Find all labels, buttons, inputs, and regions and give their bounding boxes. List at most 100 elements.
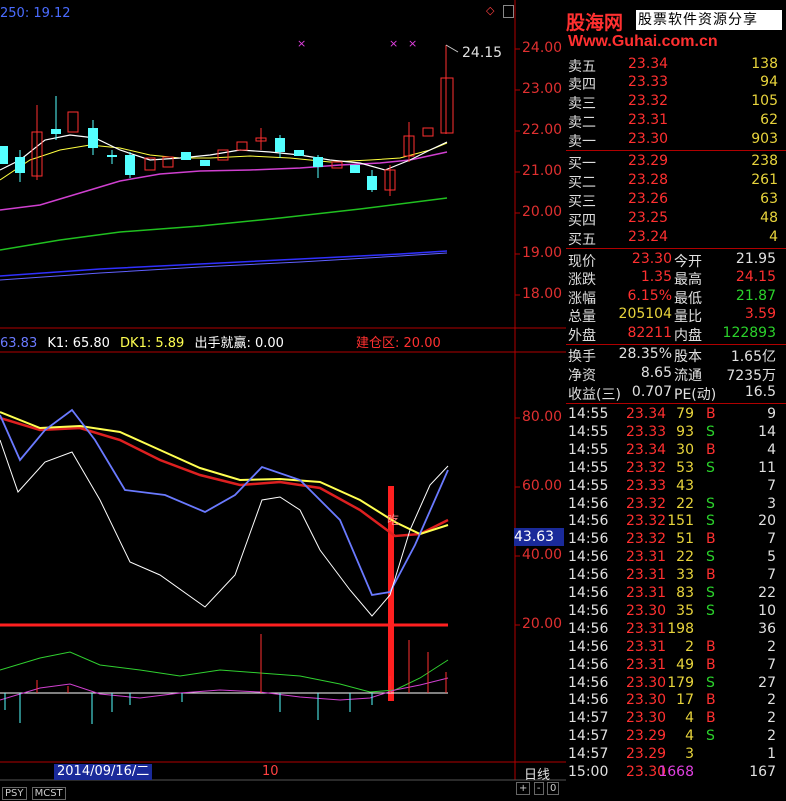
zoom-in-button[interactable]: +: [516, 782, 531, 795]
trade-row[interactable]: 14:56 23.31 49 B 7: [566, 657, 786, 675]
build-zone-label: 建仓区:: [356, 336, 400, 351]
trade-time: 14:55: [568, 406, 609, 422]
current-value-badge: 43.63: [514, 528, 564, 546]
trade-row[interactable]: 14:55 23.33 93 S 14: [566, 424, 786, 442]
trade-side: B: [706, 567, 716, 584]
trade-time: 14:57: [568, 728, 609, 745]
trade-side: S: [706, 513, 715, 530]
trade-row[interactable]: 14:55 23.34 79 B 9: [566, 406, 786, 424]
quote-label: 涨幅: [568, 291, 596, 307]
zoom-out-button[interactable]: -: [533, 782, 544, 795]
sell-label: 卖五: [568, 59, 596, 75]
trade-row[interactable]: 14:56 23.32 22 S 3: [566, 496, 786, 514]
trade-volume: 30: [676, 441, 694, 458]
trade-volume: 79: [676, 406, 694, 422]
trade-row[interactable]: 14:56 23.31 2 B 2: [566, 639, 786, 657]
trade-side: B: [706, 531, 716, 548]
trade-price: 23.32: [626, 531, 667, 548]
sell-price: 23.34: [628, 56, 669, 72]
mark-3: ×: [408, 37, 418, 50]
trade-row[interactable]: 14:56 23.32 51 B 7: [566, 531, 786, 549]
trade-row[interactable]: 14:56 23.31 198 36: [566, 621, 786, 639]
high-pointer: [445, 44, 459, 53]
brand-url[interactable]: Www.Guhai.com.cn: [568, 33, 718, 50]
trade-row[interactable]: 14:56 23.31 22 S 5: [566, 549, 786, 567]
stats-label: 收益(三): [568, 387, 621, 403]
trade-side: S: [706, 495, 715, 512]
trade-price: 23.29: [626, 746, 667, 763]
buy-row[interactable]: 买二 23.28 261: [566, 172, 786, 191]
trade-side: S: [706, 674, 715, 691]
k1-value: 65.80: [72, 336, 110, 351]
stats-divider: [566, 344, 786, 345]
date-cursor-label: 2014/09/16/二: [54, 764, 153, 780]
reset-button[interactable]: 0: [547, 782, 560, 795]
quote-value: 24.15: [735, 269, 776, 285]
buy-vol: 48: [760, 210, 778, 226]
quote-value: 122893: [722, 325, 776, 341]
sell-label: 卖一: [568, 134, 596, 150]
trade-row[interactable]: 14:55 23.32 53 S 11: [566, 460, 786, 478]
quote-value: 3.59: [744, 306, 776, 322]
trade-row[interactable]: 14:57 23.29 3 1: [566, 746, 786, 764]
trade-row[interactable]: 14:56 23.30 179 S 27: [566, 675, 786, 693]
trade-count: 7: [767, 531, 776, 548]
sell-row[interactable]: 卖一 23.30 903: [566, 131, 786, 150]
quote-label: 外盘: [568, 328, 596, 344]
trade-row[interactable]: 14:56 23.31 83 S 22: [566, 585, 786, 603]
scroll-box-icon[interactable]: [503, 5, 514, 18]
trade-row[interactable]: 15:00 23.30 1668 167: [566, 764, 786, 782]
indicator-red-line: [0, 416, 449, 538]
trade-time: 14:57: [568, 746, 609, 763]
trade-row[interactable]: 14:57 23.29 4 S 2: [566, 728, 786, 746]
trade-row[interactable]: 14:56 23.32 151 S 20: [566, 513, 786, 531]
diamond-icon[interactable]: ◇: [486, 4, 495, 17]
signal-bar: [388, 486, 394, 701]
trade-row[interactable]: 14:56 23.30 35 S 10: [566, 603, 786, 621]
sell-row[interactable]: 卖二 23.31 62: [566, 112, 786, 131]
tab-psy[interactable]: PSY: [2, 787, 27, 800]
zoom-controls: + - 0: [516, 781, 560, 795]
tab-mcst[interactable]: MCST: [31, 787, 66, 800]
trade-count: 7: [767, 477, 776, 494]
trade-row[interactable]: 14:56 23.31 33 B 7: [566, 567, 786, 585]
trade-volume: 198: [667, 620, 694, 637]
trade-volume: 51: [676, 531, 694, 548]
sell-vol: 138: [751, 56, 778, 72]
trade-volume: 4: [685, 728, 694, 745]
sell-row[interactable]: 卖四 23.33 94: [566, 74, 786, 93]
sub-bars-red: [36, 634, 447, 693]
sell-row[interactable]: 卖三 23.32 105: [566, 93, 786, 112]
stats-value: 8.65: [640, 365, 672, 381]
period-label[interactable]: 日线: [524, 768, 551, 783]
trade-row[interactable]: 14:57 23.30 4 B 2: [566, 710, 786, 728]
trade-price: 23.31: [626, 638, 667, 655]
buy-price: 23.29: [628, 153, 669, 169]
price-tick: 20.00: [522, 204, 563, 220]
trade-volume: 1668: [658, 764, 694, 780]
trade-price: 23.34: [626, 441, 667, 458]
quote-panel: 股海网 股票软件资源分享 Www.Guhai.com.cn 卖五 23.34 138…: [566, 0, 786, 797]
buy-price: 23.28: [628, 172, 669, 188]
trade-count: 4: [767, 441, 776, 458]
stats-row: 换手 28.35% 股本 1.65亿: [566, 346, 786, 365]
trade-price: 23.32: [626, 495, 667, 512]
kline-svg[interactable]: 吃: [0, 0, 566, 797]
buy-row[interactable]: 买三 23.26 63: [566, 191, 786, 210]
sell-row[interactable]: 卖五 23.34 138: [566, 56, 786, 75]
price-axis-ticks: [515, 48, 520, 296]
trade-row[interactable]: 14:56 23.30 17 B 2: [566, 692, 786, 710]
buy-row[interactable]: 买四 23.25 48: [566, 210, 786, 229]
buy-row[interactable]: 买一 23.29 238: [566, 153, 786, 172]
buy-row[interactable]: 买五 23.24 4: [566, 229, 786, 248]
stats-value: 16.5: [744, 384, 776, 400]
stats-row: 收益(三) 0.707 PE(动) 16.5: [566, 384, 786, 403]
trade-volume: 83: [676, 585, 694, 601]
quote-label: 量比: [674, 309, 702, 325]
trade-volume: 35: [676, 602, 694, 619]
chart-area[interactable]: 吃 250: 19.12 ◇ × × ×: [0, 0, 566, 800]
trade-row[interactable]: 14:55 23.34 30 B 4: [566, 442, 786, 460]
trade-price: 23.33: [626, 477, 667, 494]
stats-label: PE(动): [674, 387, 717, 403]
trade-row[interactable]: 14:55 23.33 43 7: [566, 478, 786, 496]
